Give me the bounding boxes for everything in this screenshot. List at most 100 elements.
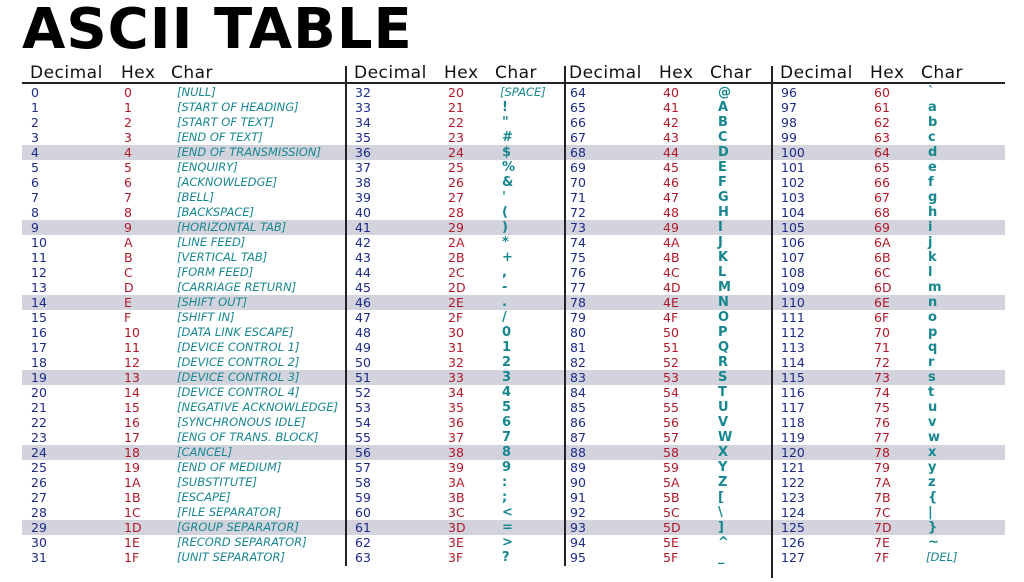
hex-cell: 33 [448,370,464,385]
decimal-cell: 25 [31,460,47,475]
decimal-cell: 126 [781,535,805,550]
decimal-cell: 66 [570,115,586,130]
hex-cell: 79 [874,460,890,475]
hex-cell: 14 [124,385,140,400]
hex-cell: 44 [663,145,679,160]
hex-cell: 18 [124,445,140,460]
hex-cell: 6C [874,265,891,280]
hex-cell: 57 [663,430,679,445]
hex-cell: 66 [874,175,890,190]
decimal-cell: 88 [570,445,586,460]
decimal-cell: 34 [355,115,371,130]
char-cell: b [928,115,938,130]
decimal-cell: 54 [355,415,371,430]
char-cell: 3 [502,370,512,385]
char-cell: 2 [502,355,512,370]
hex-cell: 21 [448,100,464,115]
header-decimal: Decimal [354,63,427,83]
hex-cell: 60 [874,85,890,100]
decimal-cell: 11 [31,250,47,265]
hex-cell: 67 [874,190,890,205]
decimal-cell: 80 [570,325,586,340]
hex-cell: 3E [448,535,464,550]
char-cell: O [718,310,730,325]
decimal-cell: 92 [570,505,586,520]
hex-cell: 31 [448,340,464,355]
char-cell: [ENQUIRY] [177,160,238,174]
char-cell: W [718,430,733,445]
decimal-cell: 119 [781,430,805,445]
char-cell: 6 [502,415,512,430]
char-cell: a [928,100,937,115]
decimal-cell: 9 [31,220,39,235]
hex-cell: 0 [124,85,132,100]
decimal-cell: 4 [31,145,39,160]
hex-cell: 7B [874,490,891,505]
char-cell: s [928,370,936,385]
decimal-cell: 27 [31,490,47,505]
decimal-cell: 100 [781,145,805,160]
char-cell: [ACKNOWLEDGE] [177,175,278,189]
char-cell: # [502,130,513,145]
char-cell: [END OF TEXT] [177,130,263,144]
hex-cell: 1F [124,550,140,565]
decimal-cell: 90 [570,475,586,490]
char-cell: } [928,520,938,535]
decimal-cell: 5 [31,160,39,175]
hex-cell: 27 [448,190,464,205]
decimal-cell: 106 [781,235,805,250]
header-decimal: Decimal [30,63,103,83]
char-cell: ^ [718,535,729,550]
char-cell: g [928,190,938,205]
hex-cell: 2F [448,310,464,325]
decimal-cell: 70 [570,175,586,190]
hex-cell: 3D [448,520,466,535]
hex-cell: 46 [663,175,679,190]
hex-cell: 12 [124,355,140,370]
decimal-cell: 76 [570,265,586,280]
decimal-cell: 45 [355,280,371,295]
hex-cell: 1E [124,535,140,550]
hex-cell: E [124,295,132,310]
decimal-cell: 56 [355,445,371,460]
char-cell: [BACKSPACE] [177,205,255,219]
decimal-cell: 22 [31,415,47,430]
hex-cell: 48 [663,205,679,220]
hex-cell: 2 [124,115,132,130]
hex-cell: 5C [663,505,680,520]
decimal-cell: 20 [31,385,47,400]
hex-cell: 6D [874,280,892,295]
decimal-cell: 36 [355,145,371,160]
hex-cell: 1 [124,100,132,115]
header-char: Char [495,63,538,83]
hex-cell: 47 [663,190,679,205]
char-cell: G [718,190,729,205]
decimal-cell: 79 [570,310,586,325]
decimal-cell: 47 [355,310,371,325]
hex-cell: 7A [874,475,891,490]
char-cell: [LINE FEED] [177,235,246,249]
decimal-cell: 53 [355,400,371,415]
decimal-cell: 62 [355,535,371,550]
decimal-cell: 122 [781,475,805,490]
decimal-cell: 15 [31,310,47,325]
char-cell: [UNIT SEPARATOR] [177,550,285,564]
decimal-cell: 123 [781,490,805,505]
char-cell: \ [718,505,723,520]
hex-cell: 36 [448,415,464,430]
char-cell: P [718,325,728,340]
decimal-cell: 116 [781,385,805,400]
hex-cell: 32 [448,355,464,370]
hex-cell: 53 [663,370,679,385]
decimal-cell: 44 [355,265,371,280]
decimal-cell: 39 [355,190,371,205]
decimal-cell: 81 [570,340,586,355]
decimal-cell: 51 [355,370,371,385]
char-cell: [ [718,490,724,505]
decimal-cell: 23 [31,430,47,445]
char-cell: [ESCAPE] [177,490,231,504]
decimal-cell: 8 [31,205,39,220]
decimal-cell: 108 [781,265,805,280]
hex-cell: 3B [448,490,465,505]
char-cell: ] [718,520,724,535]
